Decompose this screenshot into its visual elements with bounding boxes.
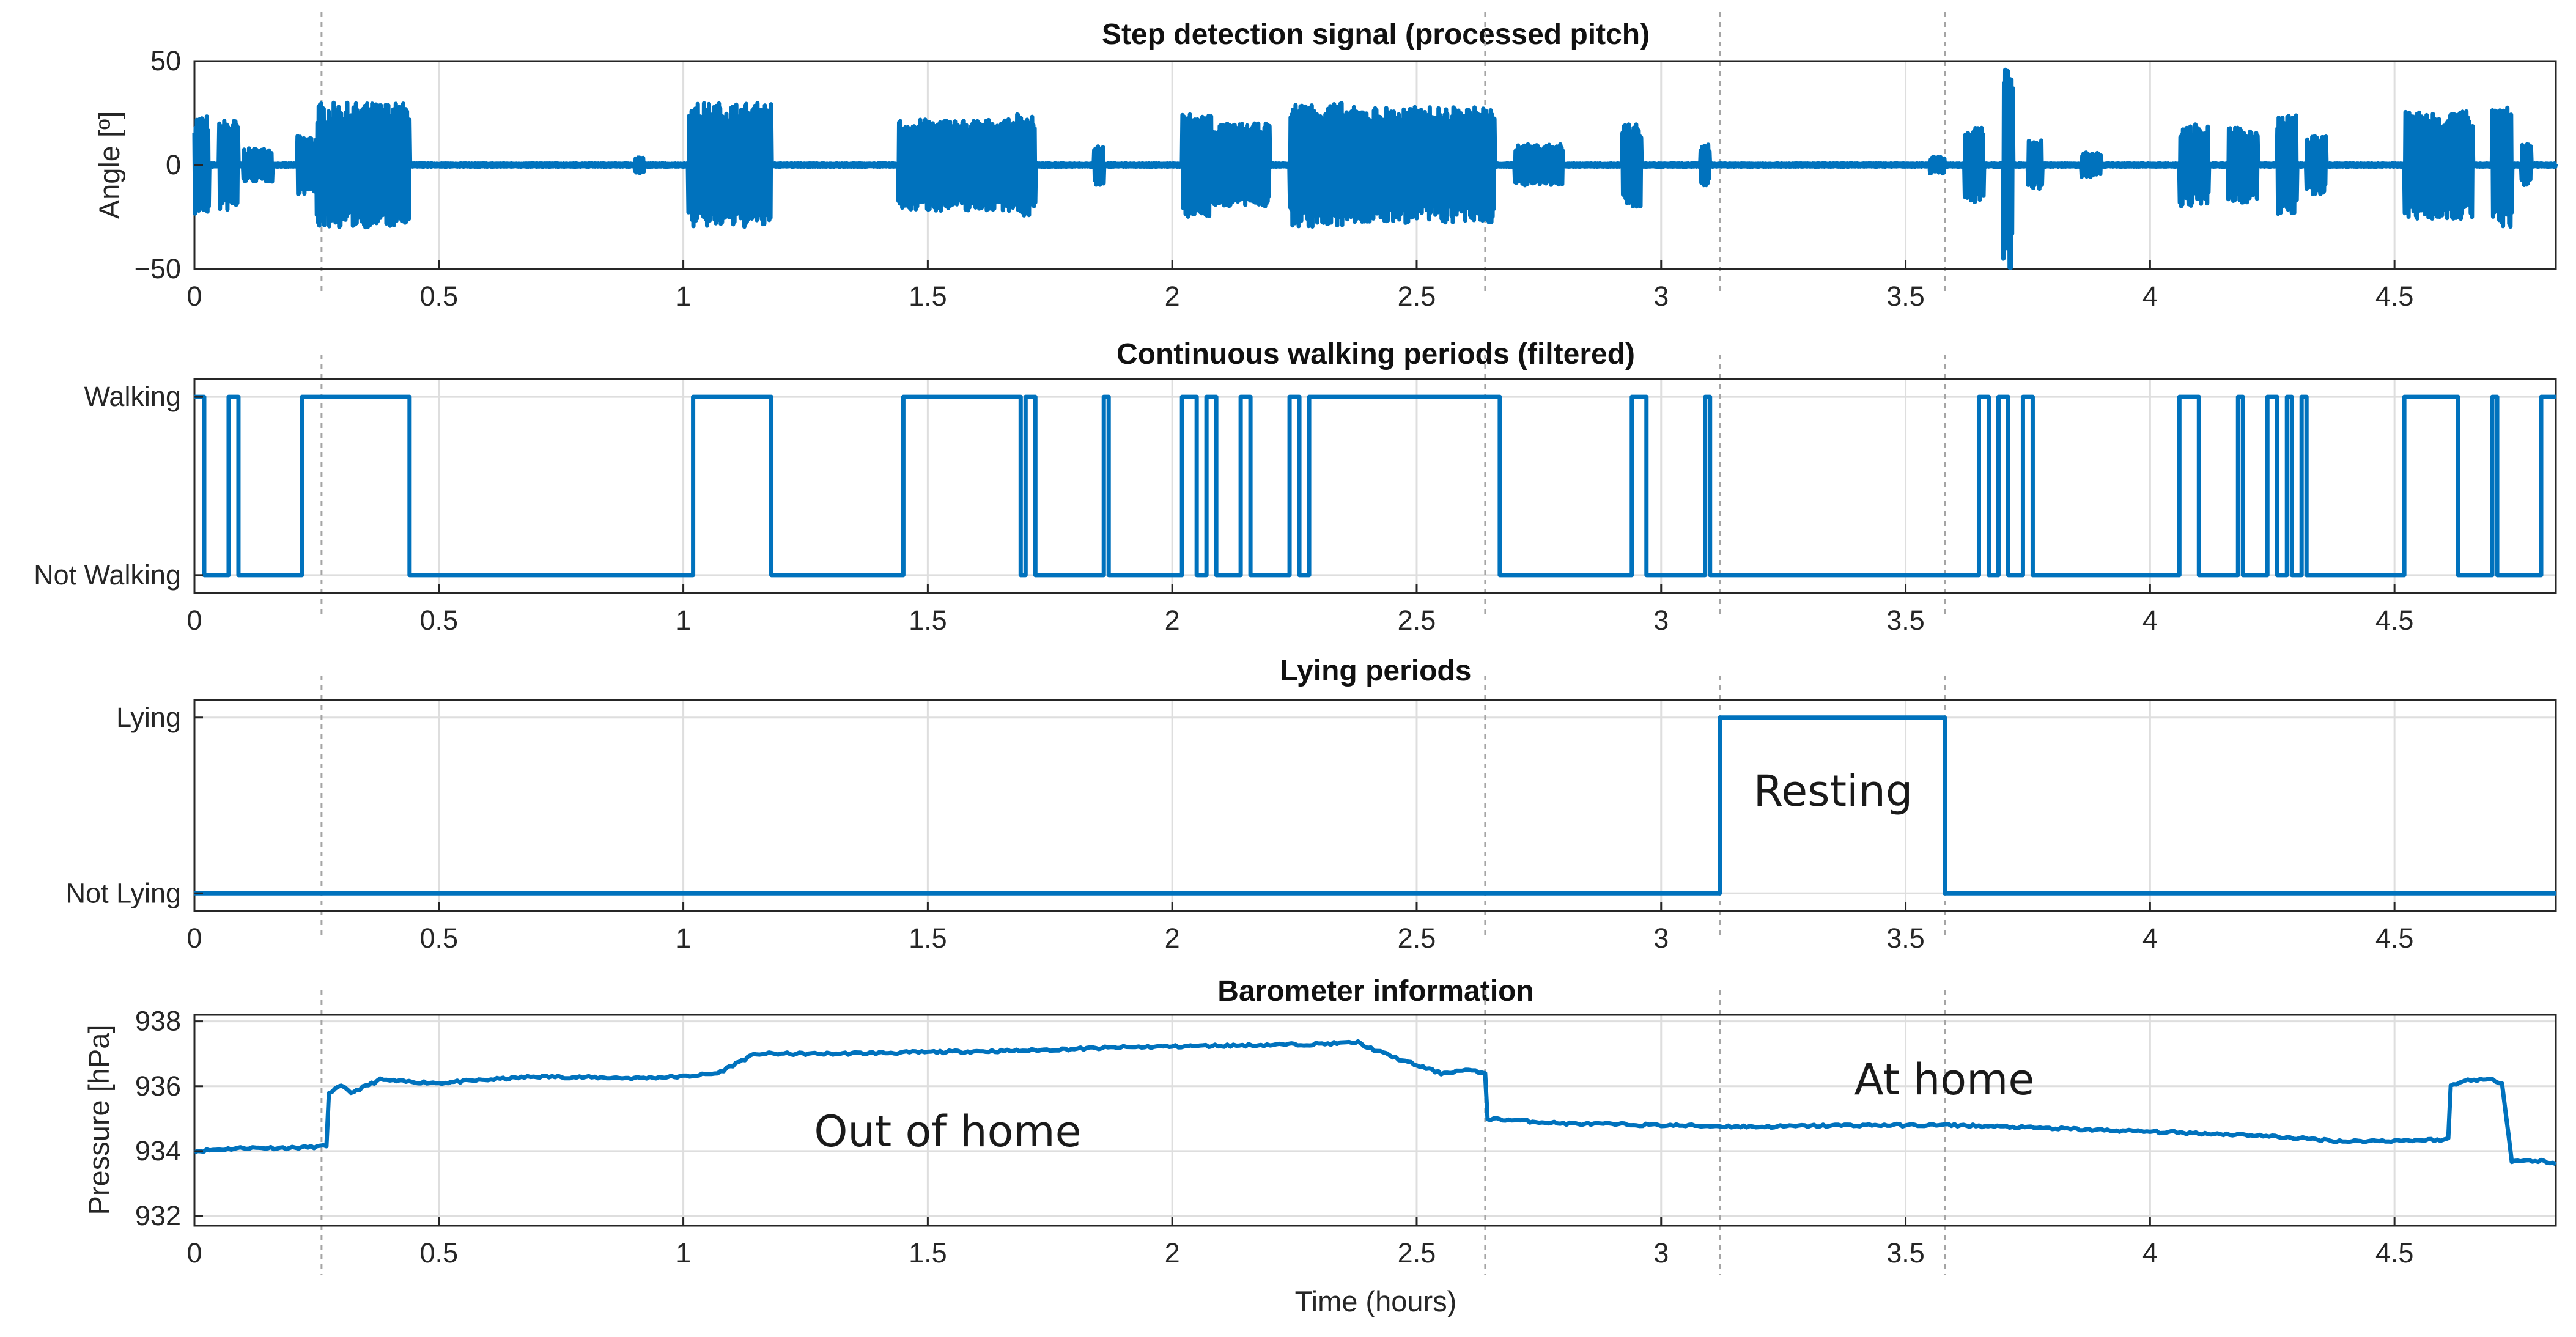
x-tick-label: 1	[676, 923, 691, 954]
x-tick-label: 3	[1653, 923, 1669, 954]
y-tick-label: 934	[135, 1135, 181, 1166]
y-tick-label: 0	[166, 149, 181, 180]
x-tick-label: 2.5	[1398, 281, 1436, 312]
lying-axes	[193, 699, 2557, 912]
x-tick-label: 2.5	[1398, 1237, 1436, 1269]
x-tick-label: 1	[676, 1237, 691, 1269]
step-signal-ylabel: Angle [º]	[93, 111, 125, 219]
x-tick-label: 2	[1165, 1237, 1180, 1269]
x-tick-label: 4.5	[2375, 923, 2414, 954]
y-tick-label: 936	[135, 1070, 181, 1102]
barometer-axes	[193, 1014, 2557, 1227]
step-signal-panel: Step detection signal (processed pitch) …	[93, 12, 2558, 312]
x-tick-label: 4	[2142, 1237, 2158, 1269]
barometer-panel: Barometer information Out of home At hom…	[83, 975, 2557, 1317]
pressure-line	[193, 1039, 2557, 1166]
x-tick-label: 4	[2142, 281, 2158, 312]
x-tick-label: 4.5	[2375, 605, 2414, 636]
x-tick-label: 0	[186, 923, 202, 954]
x-tick-label: 0	[186, 281, 202, 312]
y-tick-label: −50	[135, 253, 181, 284]
x-tick-label: 4.5	[2375, 281, 2414, 312]
x-tick-label: 3.5	[1886, 923, 1925, 954]
x-tick-label: 1.5	[909, 605, 947, 636]
x-tick-label: 2.5	[1398, 923, 1436, 954]
x-tick-label: 0	[186, 605, 202, 636]
resting-annotation: Resting	[1754, 766, 1913, 816]
y-tick-label: Lying	[116, 702, 181, 733]
x-tick-label: 0.5	[420, 605, 459, 636]
x-tick-label: 1.5	[909, 281, 947, 312]
x-tick-label: 3	[1653, 1237, 1669, 1269]
x-tick-label: 3	[1653, 281, 1669, 312]
x-tick-label: 2.5	[1398, 605, 1436, 636]
y-tick-label: Walking	[84, 381, 181, 412]
x-tick-label: 4	[2142, 923, 2158, 954]
x-tick-label: 3.5	[1886, 605, 1925, 636]
lying-state-line	[194, 715, 2556, 896]
x-tick-label: 2	[1165, 281, 1180, 312]
lying-title: Lying periods	[1280, 655, 1472, 687]
walking-state-line	[194, 394, 2556, 578]
y-tick-label: Not Lying	[66, 877, 181, 908]
at-home-annotation: At home	[1854, 1055, 2035, 1105]
x-tick-label: 3.5	[1886, 281, 1925, 312]
x-tick-label: 2	[1165, 605, 1180, 636]
out-of-home-annotation: Out of home	[814, 1107, 1081, 1157]
walking-panel: Continuous walking periods (filtered) No…	[34, 338, 2557, 636]
x-axis-label: Time (hours)	[1295, 1285, 1457, 1317]
x-tick-label: 3.5	[1886, 1237, 1925, 1269]
step-signal-line	[192, 67, 2558, 270]
x-tick-label: 4.5	[2375, 1237, 2414, 1269]
y-tick-label: 932	[135, 1200, 181, 1231]
step-signal-title: Step detection signal (processed pitch)	[1102, 18, 1650, 51]
x-tick-label: 0.5	[420, 923, 459, 954]
barometer-title: Barometer information	[1217, 975, 1533, 1007]
x-tick-label: 4	[2142, 605, 2158, 636]
x-tick-label: 1	[676, 605, 691, 636]
x-tick-label: 1.5	[909, 923, 947, 954]
x-tick-label: 1.5	[909, 1237, 947, 1269]
x-tick-label: 0.5	[420, 281, 459, 312]
y-tick-label: Not Walking	[34, 559, 181, 591]
x-tick-label: 0	[186, 1237, 202, 1269]
walking-axes	[193, 378, 2557, 594]
x-tick-label: 0.5	[420, 1237, 459, 1269]
x-tick-label: 1	[676, 281, 691, 312]
lying-panel: Lying periods Resting Not Lying Lying 0 0.5…	[66, 655, 2557, 954]
barometer-ylabel: Pressure [hPa]	[83, 1025, 115, 1215]
y-tick-label: 50	[150, 45, 181, 76]
x-tick-label: 2	[1165, 923, 1180, 954]
x-tick-label: 3	[1653, 605, 1669, 636]
y-tick-label: 938	[135, 1006, 181, 1037]
walking-title: Continuous walking periods (filtered)	[1116, 338, 1635, 370]
